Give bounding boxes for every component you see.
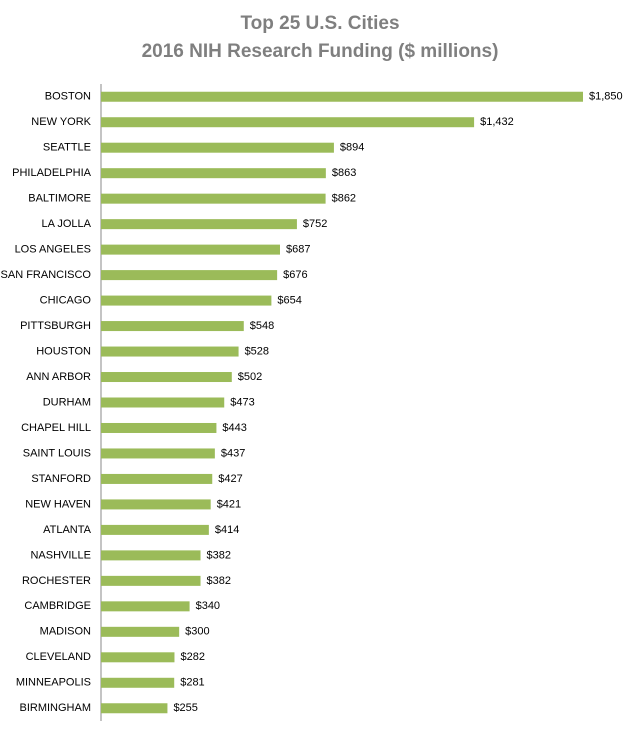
bar xyxy=(101,91,583,102)
bar xyxy=(101,652,175,663)
category-label: BOSTON xyxy=(45,91,91,103)
value-label: $255 xyxy=(173,702,197,714)
bar xyxy=(101,601,190,612)
bar xyxy=(101,473,213,484)
bar xyxy=(101,168,326,179)
value-label: $473 xyxy=(230,396,254,408)
category-label: PITTSBURGH xyxy=(20,320,91,332)
value-label: $300 xyxy=(185,626,209,638)
value-label: $862 xyxy=(332,193,356,205)
category-label: CAMBRIDGE xyxy=(24,600,91,612)
category-label: CLEVELAND xyxy=(26,651,91,663)
value-label: $1,850 xyxy=(589,91,623,103)
category-label: DURHAM xyxy=(43,396,91,408)
bar xyxy=(101,346,239,357)
category-label: MADISON xyxy=(40,626,91,638)
category-label: MINNEAPOLIS xyxy=(16,677,91,689)
value-label: $421 xyxy=(217,498,241,510)
bar xyxy=(101,219,297,230)
category-label: LA JOLLA xyxy=(41,218,91,230)
bar xyxy=(101,626,180,637)
category-label: ATLANTA xyxy=(43,524,92,536)
bar xyxy=(101,703,168,714)
bar xyxy=(101,575,201,586)
chart-title: Top 25 U.S. Cities xyxy=(240,13,399,34)
category-label: PHILADELPHIA xyxy=(12,167,92,179)
value-label: $528 xyxy=(245,345,269,357)
value-label: $427 xyxy=(218,473,242,485)
category-label: NASHVILLE xyxy=(30,549,91,561)
bar xyxy=(101,397,225,408)
value-label: $443 xyxy=(222,422,246,434)
category-label: CHAPEL HILL xyxy=(21,422,91,434)
category-label: BIRMINGHAM xyxy=(20,702,92,714)
value-label: $676 xyxy=(283,269,307,281)
bar xyxy=(101,193,326,204)
bar xyxy=(101,270,278,281)
chart-subtitle: 2016 NIH Research Funding ($ millions) xyxy=(142,41,499,62)
bar xyxy=(101,117,475,128)
category-label: ANN ARBOR xyxy=(26,371,91,383)
value-label: $1,432 xyxy=(480,116,514,128)
value-label: $414 xyxy=(215,524,239,536)
bar xyxy=(101,142,334,153)
category-label: SAINT LOUIS xyxy=(23,447,91,459)
value-label: $654 xyxy=(277,294,301,306)
category-label: SEATTLE xyxy=(43,142,91,154)
category-label: NEW YORK xyxy=(31,116,91,128)
category-label: ROCHESTER xyxy=(22,575,91,587)
value-label: $863 xyxy=(332,167,356,179)
value-label: $282 xyxy=(180,651,204,663)
value-label: $340 xyxy=(196,600,220,612)
category-label: SAN FRANCISCO xyxy=(1,269,92,281)
bar xyxy=(101,372,232,383)
category-label: NEW HAVEN xyxy=(25,498,91,510)
value-label: $687 xyxy=(286,244,310,256)
bar xyxy=(101,422,217,433)
bar xyxy=(101,448,215,459)
value-label: $894 xyxy=(340,142,364,154)
value-label: $382 xyxy=(207,575,231,587)
value-label: $281 xyxy=(180,677,204,689)
category-label: BALTIMORE xyxy=(28,193,91,205)
bar xyxy=(101,524,209,535)
bar xyxy=(101,295,272,306)
value-label: $548 xyxy=(250,320,274,332)
category-label: HOUSTON xyxy=(36,345,91,357)
value-label: $752 xyxy=(303,218,327,230)
category-label: CHICAGO xyxy=(40,294,92,306)
category-label: LOS ANGELES xyxy=(15,244,91,256)
bar xyxy=(101,677,175,688)
category-label: STANFORD xyxy=(31,473,91,485)
bar xyxy=(101,499,211,510)
value-label: $502 xyxy=(238,371,262,383)
value-label: $382 xyxy=(207,549,231,561)
bar xyxy=(101,321,244,332)
bar xyxy=(101,244,280,255)
bar xyxy=(101,550,201,561)
value-label: $437 xyxy=(221,447,245,459)
